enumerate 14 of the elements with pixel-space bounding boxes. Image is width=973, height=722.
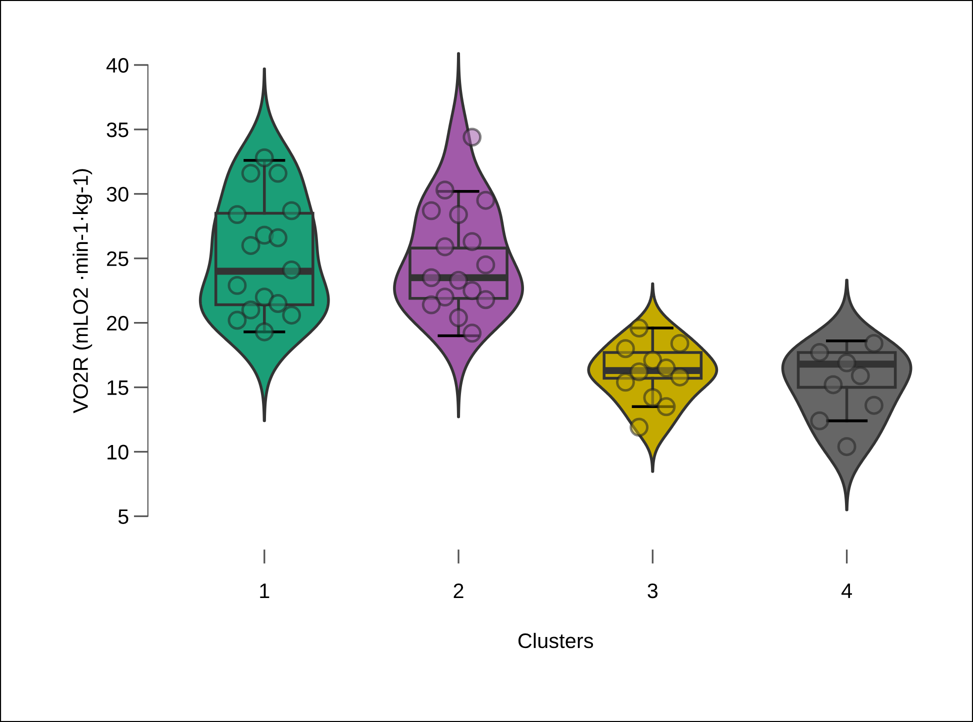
y-tick-label: 20 bbox=[107, 316, 128, 331]
x-axis-title: Clusters bbox=[518, 632, 594, 648]
x-tick-label: 2 bbox=[454, 583, 464, 598]
y-tick-label: 10 bbox=[108, 444, 128, 460]
x-tick-label: 3 bbox=[648, 583, 658, 598]
x-tick-label: 4 bbox=[841, 584, 852, 598]
x-tick-label: 1 bbox=[260, 584, 270, 598]
y-tick-label: 35 bbox=[106, 122, 128, 138]
y-tick-label: 5 bbox=[118, 509, 128, 524]
y-tick-label: 25 bbox=[107, 251, 128, 266]
y-tick-label: 15 bbox=[108, 380, 128, 396]
y-tick-label: 40 bbox=[106, 58, 128, 73]
y-tick-label: 30 bbox=[106, 186, 128, 202]
y-axis-title: V̇O2R (mLO2 ·min-1·kg-1) bbox=[72, 169, 92, 414]
